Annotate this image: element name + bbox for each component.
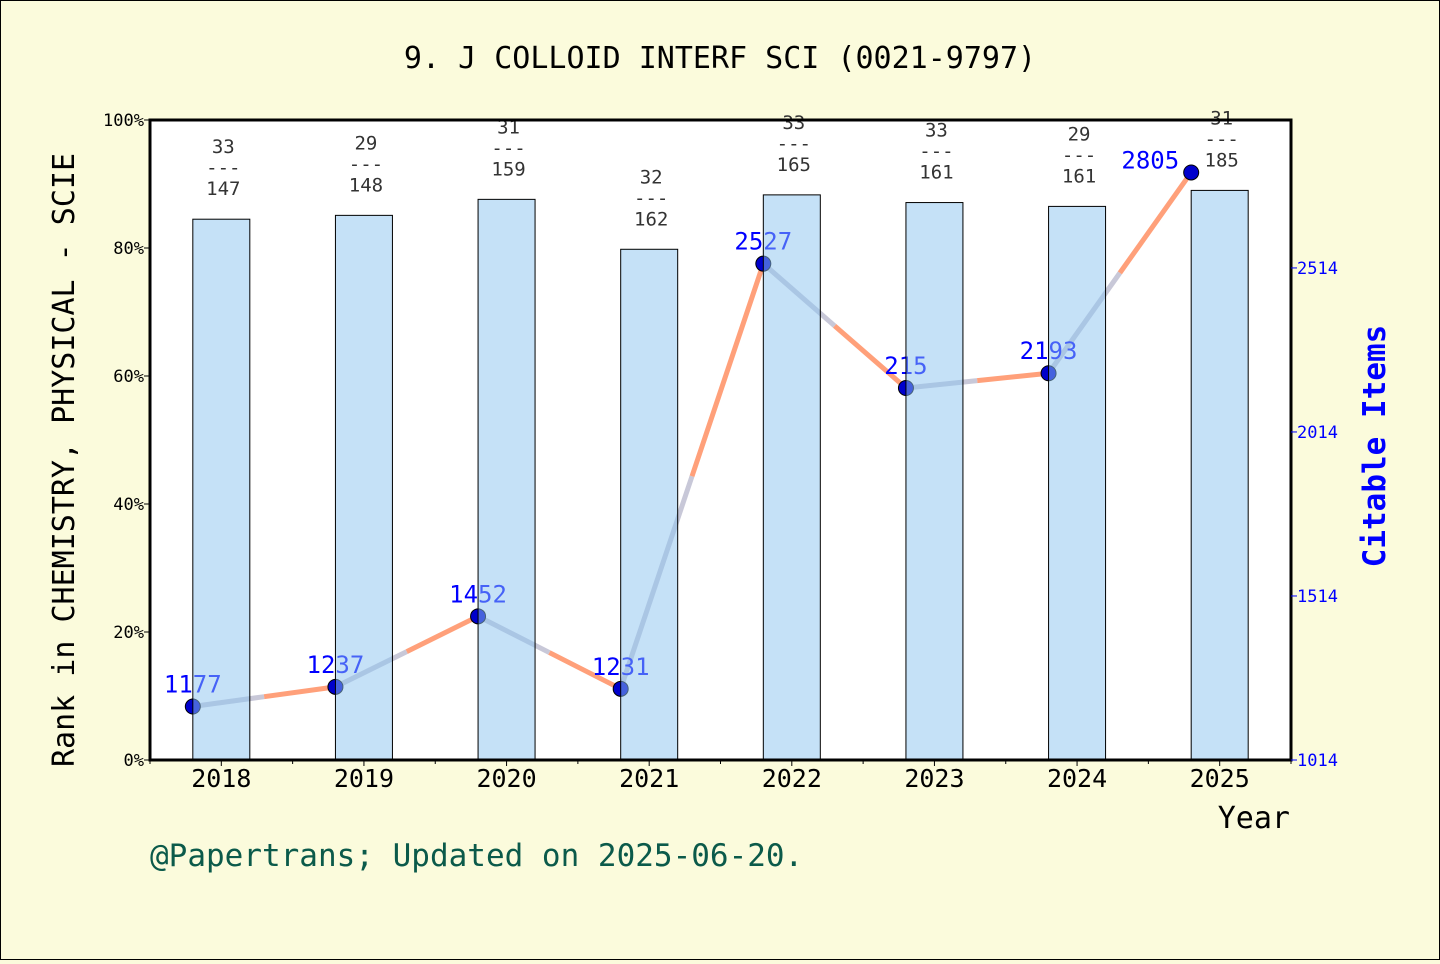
rank-label: 33 bbox=[782, 112, 805, 134]
x-tick-label: 2019 bbox=[334, 764, 394, 793]
bar bbox=[620, 248, 679, 761]
rank-separator: --- bbox=[634, 187, 668, 209]
y-tick-label: 40% bbox=[113, 495, 144, 515]
line-segment bbox=[976, 370, 1049, 384]
bar bbox=[477, 198, 536, 761]
rank-label: 31 bbox=[497, 116, 520, 138]
bar bbox=[905, 202, 964, 761]
bar bbox=[1048, 205, 1107, 761]
bar bbox=[762, 194, 821, 761]
rank-label: 33 bbox=[212, 136, 235, 158]
line-segment bbox=[405, 614, 480, 654]
rank-label: 32 bbox=[640, 166, 663, 188]
rank-separator: --- bbox=[919, 141, 953, 163]
y2-axis-label: Citable Items bbox=[1357, 325, 1393, 568]
rank-separator: --- bbox=[206, 157, 240, 179]
y-axis-label: Rank in CHEMISTRY, PHYSICAL - SCIE bbox=[47, 153, 82, 767]
y2-tick-label: 1014 bbox=[1297, 751, 1338, 771]
line-segment bbox=[689, 262, 766, 478]
total-label: 165 bbox=[777, 154, 811, 176]
y2-tick-label: 2014 bbox=[1297, 423, 1338, 443]
y-tick-label: 80% bbox=[113, 239, 144, 259]
rank-label: 31 bbox=[1210, 107, 1233, 129]
rank-label: 33 bbox=[925, 120, 948, 142]
x-tick-label: 2021 bbox=[619, 764, 679, 793]
y-tick-label: 60% bbox=[113, 367, 144, 387]
line-segment bbox=[263, 684, 336, 700]
line-segment bbox=[548, 650, 622, 692]
y-tick-label: 20% bbox=[113, 623, 144, 643]
line-point bbox=[1183, 164, 1200, 181]
y2-tick-label: 1514 bbox=[1297, 587, 1338, 607]
line-segment bbox=[1117, 171, 1194, 275]
rank-separator: --- bbox=[777, 133, 811, 155]
footer-credit: @Papertrans; Updated on 2025-06-20. bbox=[150, 838, 803, 874]
x-tick-label: 2024 bbox=[1047, 764, 1107, 793]
y-tick-label: 100% bbox=[103, 111, 144, 131]
total-label: 148 bbox=[349, 174, 383, 196]
total-label: 159 bbox=[491, 158, 525, 180]
bar bbox=[1190, 189, 1249, 761]
total-label: 147 bbox=[206, 178, 240, 200]
y2-tick-label: 2514 bbox=[1297, 259, 1338, 279]
total-label: 161 bbox=[1062, 165, 1096, 187]
x-axis-label: Year bbox=[1218, 801, 1290, 836]
x-tick-label: 2023 bbox=[904, 764, 964, 793]
x-tick-label: 2018 bbox=[191, 764, 251, 793]
total-label: 162 bbox=[634, 208, 668, 230]
rank-label: 29 bbox=[354, 132, 377, 154]
bar bbox=[192, 218, 251, 761]
rank-separator: --- bbox=[349, 153, 383, 175]
rank-separator: --- bbox=[491, 137, 525, 159]
x-tick-label: 2022 bbox=[762, 764, 822, 793]
y-tick-label: 0% bbox=[124, 751, 144, 771]
line-data-label: 2805 bbox=[1121, 146, 1179, 174]
x-tick-label: 2025 bbox=[1190, 764, 1250, 793]
line-segment bbox=[832, 323, 908, 390]
rank-separator: --- bbox=[1205, 128, 1239, 150]
bar bbox=[334, 214, 393, 761]
total-label: 185 bbox=[1205, 149, 1239, 171]
rank-label: 29 bbox=[1068, 123, 1091, 145]
chart-title: 9. J COLLOID INTERF SCI (0021-9797) bbox=[404, 41, 1036, 76]
x-tick-label: 2020 bbox=[476, 764, 536, 793]
total-label: 161 bbox=[919, 162, 953, 184]
rank-separator: --- bbox=[1062, 144, 1096, 166]
